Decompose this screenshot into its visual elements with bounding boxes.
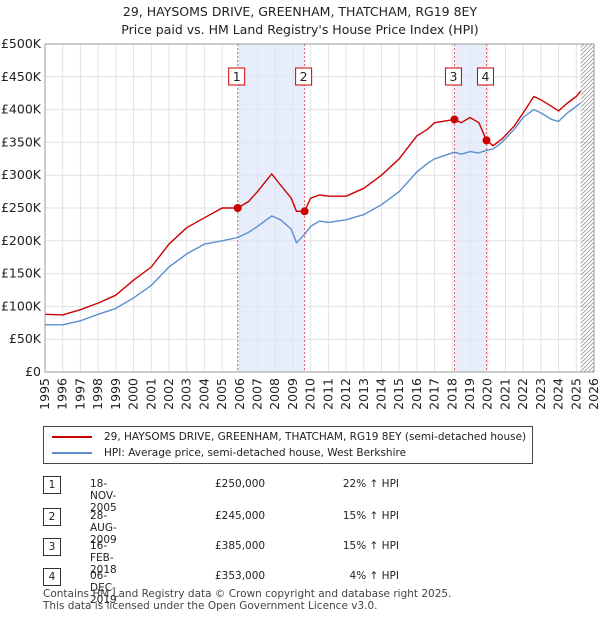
transaction-badge-label: 2: [300, 69, 308, 84]
x-tick-label: 2001: [143, 378, 158, 410]
chart-subtitle: Price paid vs. HM Land Registry's House …: [121, 22, 478, 37]
transaction-date: 06-DEC-2019: [90, 570, 117, 606]
transaction-badge: [295, 67, 313, 86]
legend-swatch-hpi: [52, 452, 92, 454]
x-tick-label: 2007: [250, 378, 265, 410]
shaded-ownership-period: [454, 44, 487, 372]
transaction-hpi: 15% ↑ HPI: [342, 540, 399, 552]
transaction-number: 3: [43, 538, 61, 556]
legend-swatch-property: [52, 436, 92, 438]
x-tick-label: 2026: [586, 378, 600, 410]
x-tick-label: 2016: [409, 378, 424, 410]
transaction-badge-label: 3: [449, 69, 457, 84]
x-tick-label: 1996: [55, 378, 70, 410]
transaction-point: [482, 136, 491, 145]
transaction-badge-label: 4: [482, 69, 490, 84]
price-chart: 29, HAYSOMS DRIVE, GREENHAM, THATCHAM, R…: [1, 4, 600, 410]
transaction-point: [233, 204, 242, 212]
x-tick-label: 2024: [551, 378, 566, 410]
x-tick-label: 2003: [179, 378, 194, 410]
series-line: [44, 90, 582, 316]
series-line: [45, 102, 582, 326]
y-tick-label: £50K: [9, 331, 42, 346]
x-tick-label: 2009: [285, 378, 300, 410]
x-tick-label: 2006: [232, 378, 247, 410]
y-tick-label: £250K: [1, 200, 42, 215]
footer-line-1: Contains HM Land Registry data © Crown c…: [43, 588, 452, 600]
legend-item-property: 29, HAYSOMS DRIVE, GREENHAM, THATCHAM, R…: [52, 431, 526, 443]
x-tick-label: 2014: [373, 378, 388, 410]
x-tick-label: 2020: [480, 378, 495, 410]
transaction-price: £385,000: [215, 540, 266, 552]
x-tick-label: 2022: [515, 378, 530, 410]
legend-label-hpi: HPI: Average price, semi-detached house,…: [104, 447, 407, 459]
transaction-number: 1: [43, 476, 61, 494]
x-tick-label: 2021: [497, 378, 512, 410]
transaction-number: 4: [43, 568, 61, 586]
transaction-date: 28-AUG-2009: [90, 510, 117, 546]
legend-item-hpi: HPI: Average price, semi-detached house,…: [52, 447, 406, 459]
x-tick-label: 2018: [444, 378, 459, 410]
transaction-point: [450, 115, 459, 124]
x-tick-label: 2012: [338, 378, 353, 410]
y-tick-label: £200K: [1, 233, 42, 248]
footer-line-2: This data is licensed under the Open Gov…: [43, 600, 378, 612]
x-tick-label: 2002: [161, 378, 176, 410]
transaction-price: £250,000: [215, 478, 266, 490]
y-tick-label: £150K: [1, 266, 42, 281]
x-tick-label: 2004: [196, 378, 211, 410]
x-tick-label: 2008: [267, 378, 282, 410]
legend: 29, HAYSOMS DRIVE, GREENHAM, THATCHAM, R…: [43, 426, 533, 464]
x-tick-label: 2015: [391, 378, 406, 410]
transaction-badge: [477, 67, 495, 86]
transaction-badge: [444, 67, 462, 86]
footer-attribution: Contains HM Land Registry data © Crown c…: [43, 588, 451, 612]
transaction-badge-label: 1: [233, 69, 241, 84]
y-tick-label: £400K: [1, 102, 42, 117]
x-tick-label: 2013: [356, 378, 371, 410]
x-tick-label: 2019: [462, 378, 477, 410]
legend-label-property: 29, HAYSOMS DRIVE, GREENHAM, THATCHAM, R…: [104, 431, 527, 443]
y-tick-label: £100K: [1, 298, 42, 313]
transaction-price: £245,000: [215, 510, 266, 522]
transaction-hpi: 15% ↑ HPI: [342, 510, 399, 522]
y-tick-label: £350K: [1, 134, 42, 149]
x-tick-label: 2000: [126, 378, 141, 410]
y-tick-label: £300K: [1, 167, 42, 182]
forecast-hatched-region: [580, 44, 594, 372]
x-tick-label: 2023: [533, 378, 548, 410]
x-tick-label: 2010: [303, 378, 318, 410]
transaction-hpi: 4% ↑ HPI: [349, 570, 399, 582]
shaded-ownership-period: [237, 44, 305, 372]
transaction-date: 18-NOV-2005: [90, 478, 117, 514]
x-tick-label: 1997: [72, 378, 87, 410]
y-tick-label: £0: [25, 364, 41, 379]
transaction-number: 2: [43, 508, 61, 526]
chart-title: 29, HAYSOMS DRIVE, GREENHAM, THATCHAM, R…: [123, 4, 478, 19]
x-tick-label: 2005: [214, 378, 229, 410]
x-tick-label: 1995: [37, 378, 52, 410]
transaction-date: 16-FEB-2018: [90, 540, 117, 576]
transaction-hpi: 22% ↑ HPI: [342, 478, 399, 490]
x-tick-label: 2011: [320, 378, 335, 410]
x-tick-label: 1999: [108, 378, 123, 410]
y-tick-label: £450K: [1, 69, 42, 84]
transaction-badge: [228, 67, 246, 86]
x-tick-label: 2017: [427, 378, 442, 410]
y-tick-label: £500K: [1, 36, 42, 51]
x-tick-label: 2025: [568, 378, 583, 410]
plot-frame: [44, 43, 595, 373]
x-tick-label: 1998: [90, 378, 105, 410]
transaction-price: £353,000: [215, 570, 266, 582]
transaction-point: [300, 207, 309, 216]
